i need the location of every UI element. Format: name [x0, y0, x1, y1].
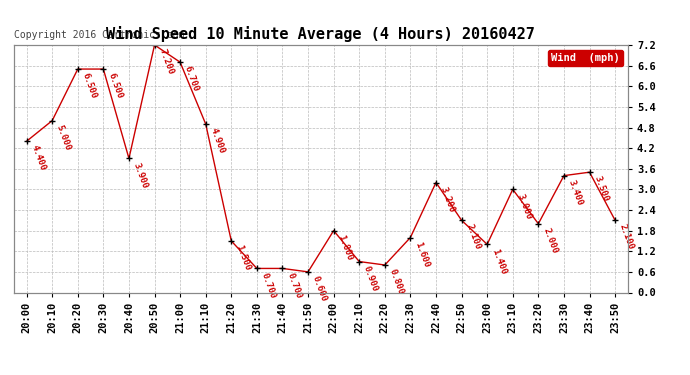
Text: 6.500: 6.500	[106, 72, 124, 100]
Text: 4.900: 4.900	[208, 127, 226, 155]
Text: 4.400: 4.400	[30, 144, 47, 172]
Text: 3.400: 3.400	[566, 178, 584, 207]
Text: 1.400: 1.400	[490, 247, 508, 276]
Text: 0.600: 0.600	[310, 274, 328, 303]
Text: 3.500: 3.500	[592, 175, 610, 203]
Text: 3.900: 3.900	[132, 161, 149, 189]
Text: 2.100: 2.100	[618, 223, 635, 251]
Text: 2.100: 2.100	[464, 223, 482, 251]
Text: 1.600: 1.600	[413, 240, 431, 268]
Text: 1.800: 1.800	[337, 233, 354, 262]
Text: 7.200: 7.200	[157, 48, 175, 76]
Text: 6.500: 6.500	[81, 72, 98, 100]
Text: 0.700: 0.700	[285, 271, 303, 300]
Text: 3.200: 3.200	[439, 185, 456, 214]
Text: 0.700: 0.700	[259, 271, 277, 300]
Text: 5.000: 5.000	[55, 123, 72, 152]
Text: Copyright 2016 Cartronics.com: Copyright 2016 Cartronics.com	[14, 30, 184, 40]
Legend: Wind  (mph): Wind (mph)	[548, 50, 622, 66]
Text: 2.000: 2.000	[541, 226, 559, 255]
Title: Wind Speed 10 Minute Average (4 Hours) 20160427: Wind Speed 10 Minute Average (4 Hours) 2…	[106, 27, 535, 42]
Text: 1.500: 1.500	[234, 244, 252, 272]
Text: 0.800: 0.800	[388, 268, 405, 296]
Text: 0.900: 0.900	[362, 264, 380, 292]
Text: 6.700: 6.700	[183, 65, 201, 93]
Text: 3.000: 3.000	[515, 192, 533, 220]
